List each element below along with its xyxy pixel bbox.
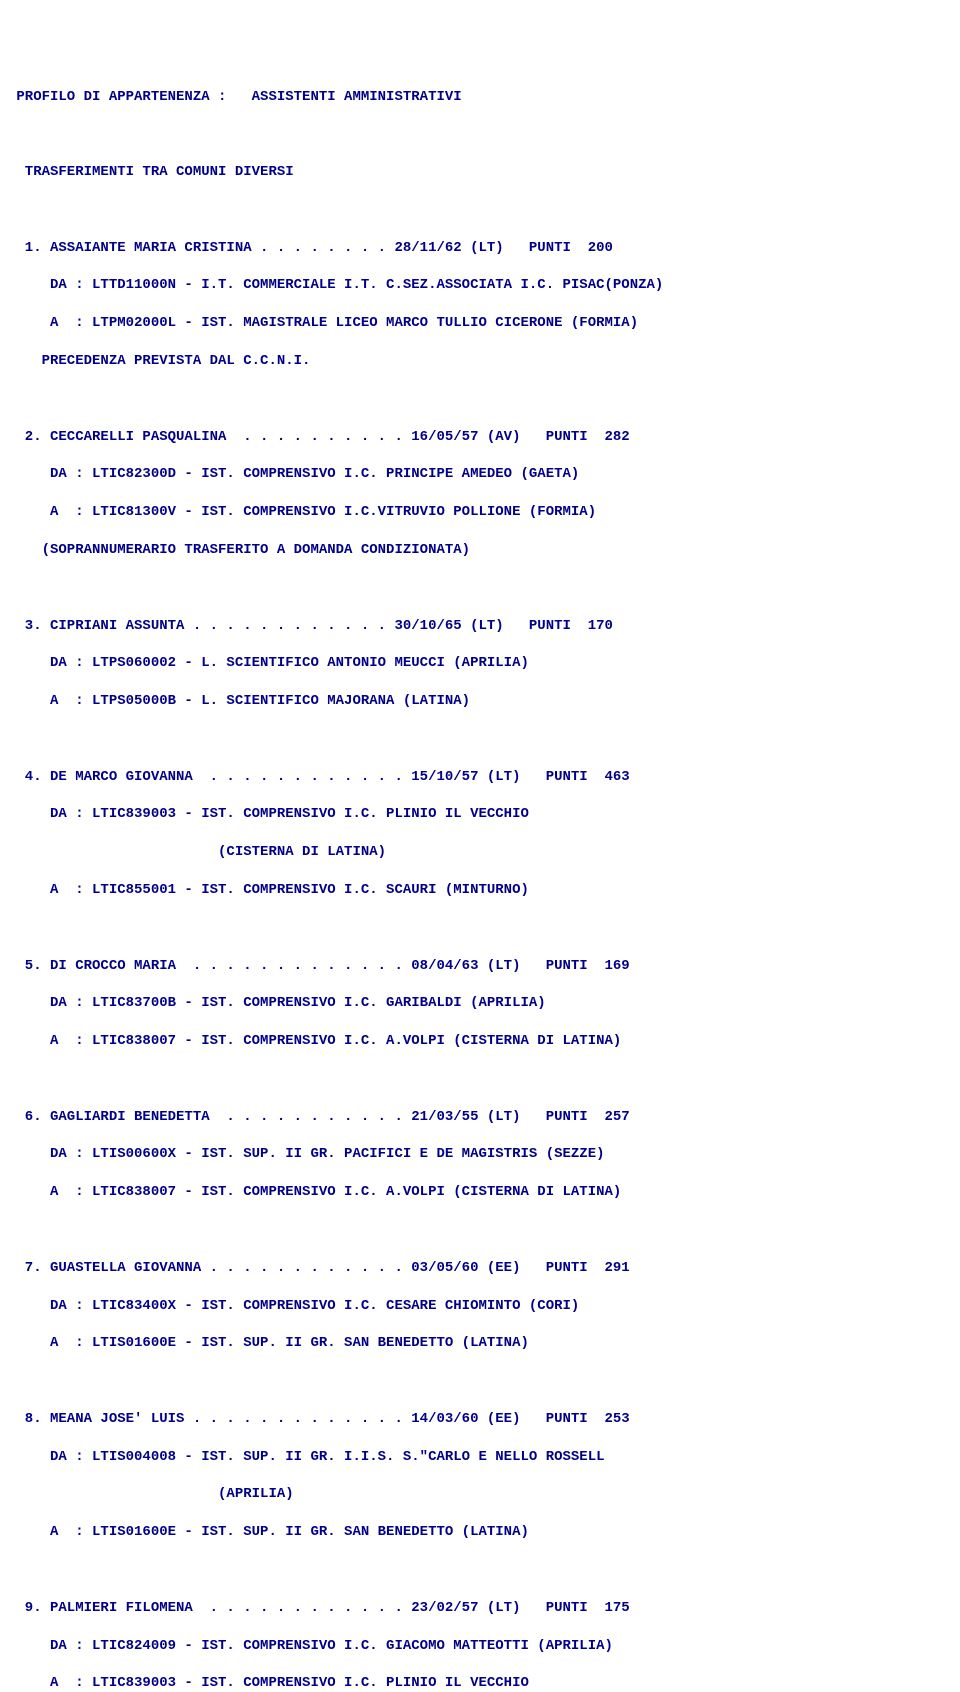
entry-line: DA : LTPS060002 - L. SCIENTIFICO ANTONIO…: [8, 654, 952, 673]
entry-line: DA : LTIC839003 - IST. COMPRENSIVO I.C. …: [8, 805, 952, 824]
entry-line: A : LTIC81300V - IST. COMPRENSIVO I.C.VI…: [8, 503, 952, 522]
entry-line: 5. DI CROCCO MARIA . . . . . . . . . . .…: [8, 957, 952, 976]
entry-line: DA : LTIC824009 - IST. COMPRENSIVO I.C. …: [8, 1637, 952, 1656]
entry-line: 9. PALMIERI FILOMENA . . . . . . . . . .…: [8, 1599, 952, 1618]
entry-line: 1. ASSAIANTE MARIA CRISTINA . . . . . . …: [8, 239, 952, 258]
entry-line: (APRILIA): [8, 1485, 952, 1504]
entry-line: A : LTPM02000L - IST. MAGISTRALE LICEO M…: [8, 314, 952, 333]
entry-line: A : LTIC838007 - IST. COMPRENSIVO I.C. A…: [8, 1032, 952, 1051]
entry-line: 6. GAGLIARDI BENEDETTA . . . . . . . . .…: [8, 1108, 952, 1127]
entry-line: DA : LTTD11000N - I.T. COMMERCIALE I.T. …: [8, 276, 952, 295]
entry-line: A : LTIC839003 - IST. COMPRENSIVO I.C. P…: [8, 1674, 952, 1692]
entry-line: A : LTPS05000B - L. SCIENTIFICO MAJORANA…: [8, 692, 952, 711]
entry-line: DA : LTIS00600X - IST. SUP. II GR. PACIF…: [8, 1145, 952, 1164]
entry-line: A : LTIC838007 - IST. COMPRENSIVO I.C. A…: [8, 1183, 952, 1202]
transfers-title: TRASFERIMENTI TRA COMUNI DIVERSI: [8, 163, 952, 182]
entry-line: A : LTIC855001 - IST. COMPRENSIVO I.C. S…: [8, 881, 952, 900]
entry-line: 3. CIPRIANI ASSUNTA . . . . . . . . . . …: [8, 617, 952, 636]
entry-line: A : LTIS01600E - IST. SUP. II GR. SAN BE…: [8, 1334, 952, 1353]
entry-line: PRECEDENZA PREVISTA DAL C.C.N.I.: [8, 352, 952, 371]
profile-line: PROFILO DI APPARTENENZA : ASSISTENTI AMM…: [8, 88, 952, 107]
entry-line: DA : LTIC83400X - IST. COMPRENSIVO I.C. …: [8, 1297, 952, 1316]
entry-line: (SOPRANNUMERARIO TRASFERITO A DOMANDA CO…: [8, 541, 952, 560]
entry-line: DA : LTIS004008 - IST. SUP. II GR. I.I.S…: [8, 1448, 952, 1467]
entry-line: DA : LTIC83700B - IST. COMPRENSIVO I.C. …: [8, 994, 952, 1013]
entry-line: 4. DE MARCO GIOVANNA . . . . . . . . . .…: [8, 768, 952, 787]
entry-line: 2. CECCARELLI PASQUALINA . . . . . . . .…: [8, 428, 952, 447]
entry-line: 8. MEANA JOSE' LUIS . . . . . . . . . . …: [8, 1410, 952, 1429]
entry-line: A : LTIS01600E - IST. SUP. II GR. SAN BE…: [8, 1523, 952, 1542]
entry-line: (CISTERNA DI LATINA): [8, 843, 952, 862]
entry-line: DA : LTIC82300D - IST. COMPRENSIVO I.C. …: [8, 465, 952, 484]
entry-line: 7. GUASTELLA GIOVANNA . . . . . . . . . …: [8, 1259, 952, 1278]
